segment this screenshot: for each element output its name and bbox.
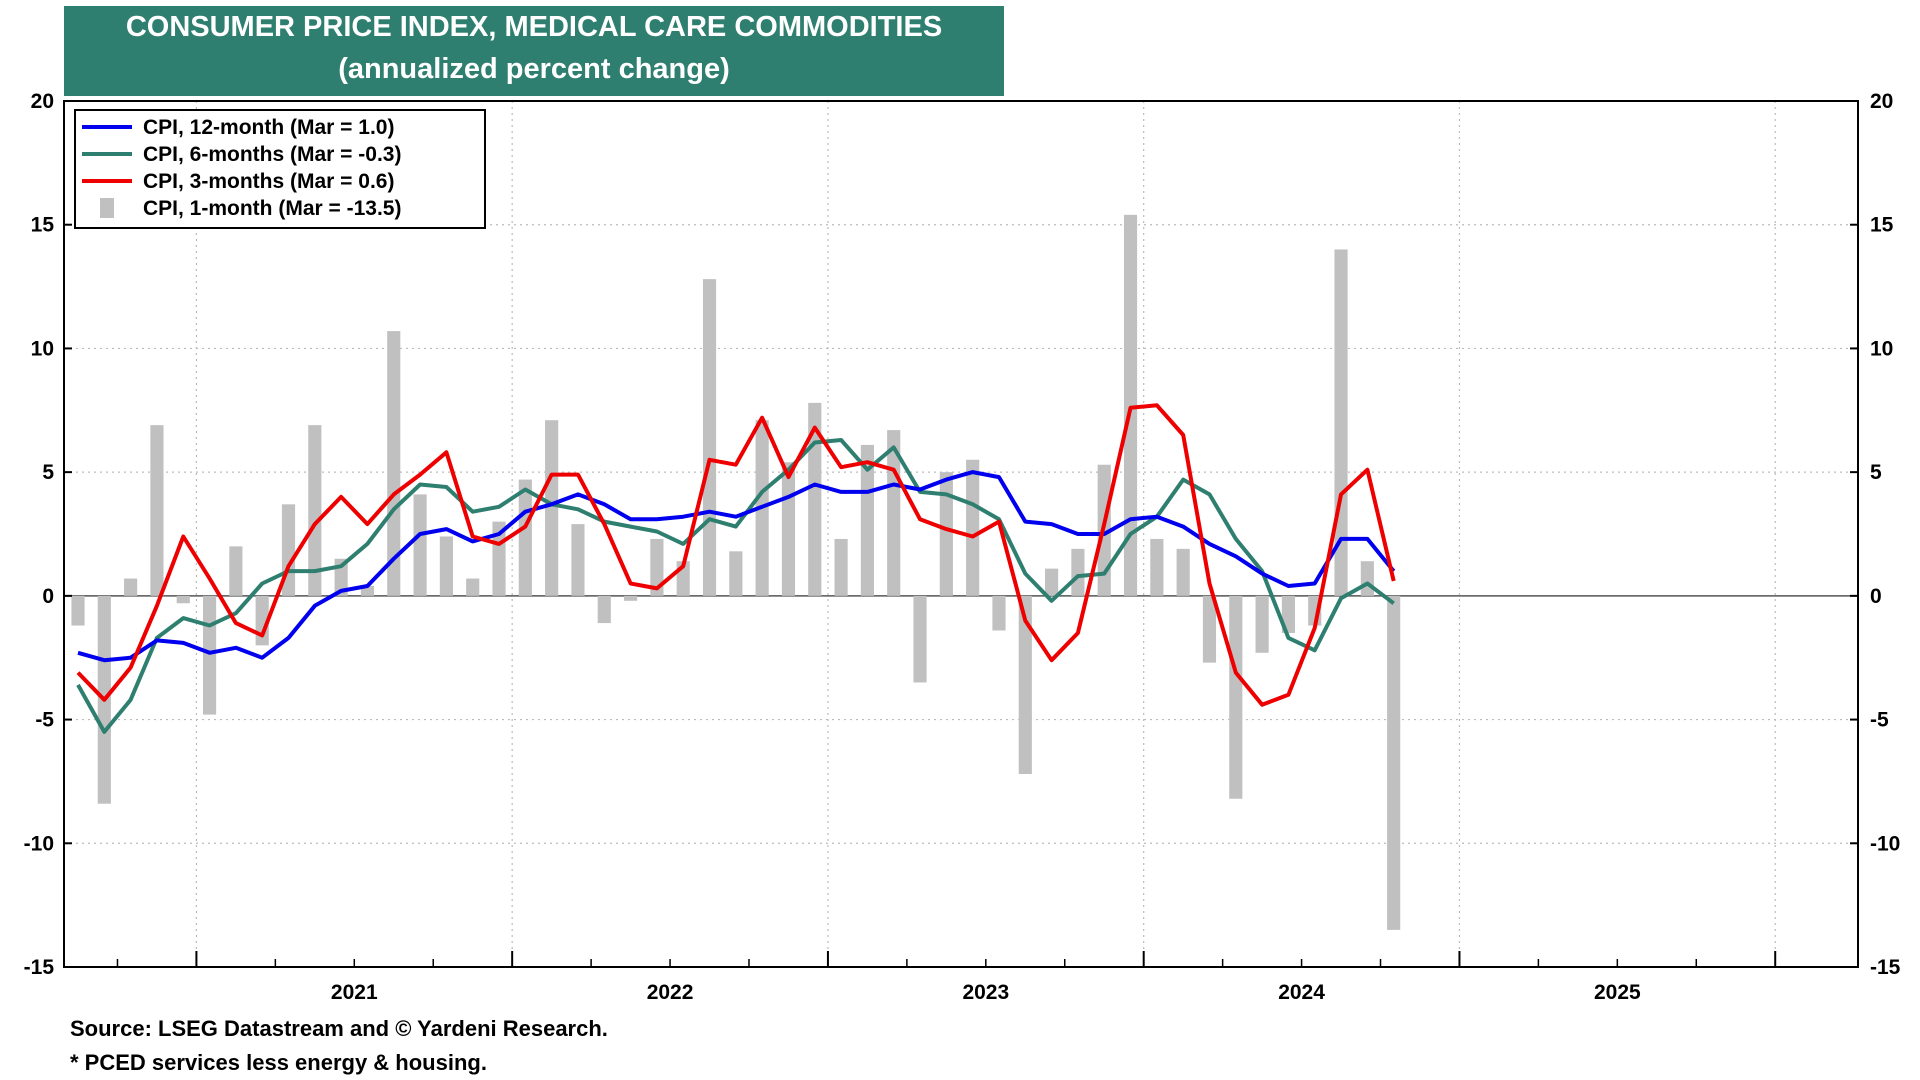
bar [966,459,980,596]
bar [1387,595,1401,930]
bar [781,462,796,596]
y-tick-label-right: 15 [1870,214,1894,237]
bar [1176,548,1190,596]
bar [413,494,427,596]
x-tick-label: 2022 [647,981,694,1004]
bar [939,472,953,596]
bar [1255,595,1269,653]
legend-label: CPI, 1-month (Mar = -13.5) [143,197,401,220]
bar [1281,595,1295,633]
y-tick-label-left: -5 [35,709,54,732]
source-note: Source: LSEG Datastream and © Yardeni Re… [70,1016,608,1041]
y-axis-right: 20 15 10 5 0 -5 -10 -15 [1850,90,1901,979]
x-axis: 2021 2022 2023 2024 2025 [116,951,1777,1004]
chart-title: CONSUMER PRICE INDEX, MEDICAL CARE COMMO… [125,11,943,43]
y-tick-label-right: 0 [1870,585,1882,608]
line-cpi-12-month [77,470,1396,663]
bar [650,538,664,596]
bar [571,524,585,596]
y-tick-label-left: -15 [24,956,55,979]
bar [887,430,901,596]
bar [387,331,401,596]
x-tick-label: 2021 [331,981,378,1004]
legend-box [74,109,486,229]
y-tick-label-right: -10 [1870,832,1900,855]
y-tick-label-left: 0 [42,585,54,608]
bars-cpi-1-month [71,214,1401,930]
line-cpi-6-months [76,438,1395,734]
bar [71,595,85,626]
bar [992,595,1006,631]
bar [702,279,717,596]
legend: CPI, 12-month (Mar = 1.0) CPI, 6-months (… [74,109,486,229]
bar [834,538,848,596]
x-tick-label: 2023 [962,981,1009,1004]
bar [360,585,375,596]
footnote: * PCED services less energy & housing. [70,1050,487,1075]
legend-label: CPI, 3-months (Mar = 0.6) [143,170,394,193]
bar [597,595,611,624]
bar [229,546,243,596]
plot-frame [63,100,1859,968]
bar [308,425,322,596]
y-tick-label-left: 5 [42,461,54,484]
bar [1071,548,1085,596]
y-tick-label-left: 10 [31,337,54,360]
bar [124,578,138,596]
bar [808,402,822,596]
y-tick-label-right: 20 [1870,90,1893,113]
bar [729,551,743,596]
y-tick-label-right: 5 [1870,461,1882,484]
bar [913,595,927,683]
bar [1018,595,1032,775]
bar [1202,595,1217,663]
bar [176,595,190,604]
bar [624,595,638,601]
bar [1229,595,1243,799]
bar [860,444,874,596]
bar [466,578,480,596]
legend-label: CPI, 12-month (Mar = 1.0) [143,116,394,139]
chart-subtitle: (annualized percent change) [338,53,730,85]
bar [518,479,532,596]
bar [150,425,164,596]
y-axis-left: 20 15 10 5 0 -5 -10 -15 [24,90,72,979]
y-tick-label-right: -5 [1870,709,1889,732]
chart-title-box: CONSUMER PRICE INDEX, MEDICAL CARE COMMO… [64,6,1004,96]
y-tick-label-right: 10 [1870,337,1893,360]
bar [439,536,453,596]
x-tick-label: 2025 [1594,981,1641,1004]
bar [1045,568,1059,596]
bar [1150,538,1164,596]
legend-swatch-bar [100,198,114,218]
legend-label: CPI, 6-months (Mar = -0.3) [143,143,401,166]
bar [545,420,559,596]
y-tick-label-left: -10 [24,832,54,855]
bar [202,595,217,715]
y-tick-label-left: 20 [31,90,54,113]
y-tick-label-left: 15 [31,214,55,237]
bar [1360,561,1374,596]
bar [1123,214,1138,596]
y-tick-label-right: -15 [1870,956,1901,979]
line-cpi-3-months [76,403,1396,707]
x-tick-label: 2024 [1278,981,1325,1004]
series-lines [76,403,1396,734]
